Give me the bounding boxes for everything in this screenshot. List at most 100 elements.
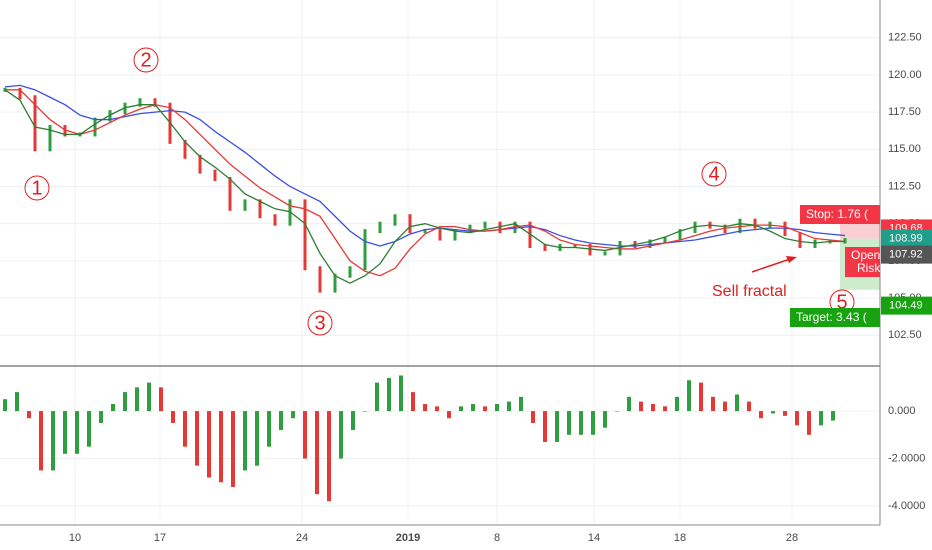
oscillator-bar [315, 411, 319, 495]
oscillator-bar [15, 392, 19, 412]
x-tick-label: 8 [494, 532, 500, 544]
wave-circle [133, 47, 159, 73]
oscillator-bar [819, 411, 823, 426]
wave-circle [24, 175, 50, 201]
oscillator-bar [423, 403, 427, 412]
oscillator-bar [495, 403, 499, 412]
oscillator-bar [447, 411, 451, 419]
oscillator-bar [555, 411, 559, 442]
oscillator-bar [291, 411, 295, 419]
price-bar [93, 117, 97, 137]
oscillator-bar [615, 411, 619, 412]
x-tick-label: 2019 [396, 532, 420, 544]
oscillator-bar [147, 382, 151, 412]
price-bar [273, 214, 277, 226]
oscillator-bar [831, 411, 835, 421]
oscillator-bar [3, 399, 7, 412]
oscillator-bar [603, 411, 607, 428]
arrow-head [786, 256, 797, 263]
moving-average [4, 89, 845, 284]
price-bar [303, 199, 307, 271]
x-tick-label: 14 [588, 532, 600, 544]
oscillator-bar [795, 411, 799, 426]
price-bar [258, 199, 262, 219]
price-tag-label: 107.92 [889, 249, 923, 261]
oscillator-bar [519, 396, 523, 412]
price-bar [753, 218, 757, 229]
price-bar [363, 229, 367, 271]
oscillator-bar [807, 411, 811, 435]
oscillator-bar [483, 406, 487, 412]
price-tag [881, 296, 932, 315]
oscillator-bar [783, 411, 787, 416]
open-label: Open [851, 248, 880, 262]
price-bar [483, 221, 487, 229]
target-label: Target: 3.43 ( [796, 310, 867, 324]
moving-average [5, 89, 846, 277]
oscillator-bar [111, 403, 115, 412]
oscillator-bar [159, 387, 163, 412]
y-tick-label: -2.0000 [888, 452, 925, 464]
y-tick-label: 122.50 [888, 32, 922, 44]
price-bar [423, 229, 427, 234]
price-bar [513, 221, 517, 234]
price-tag-label: 108.99 [889, 233, 923, 245]
price-bar [18, 87, 22, 100]
oscillator-bar [39, 411, 43, 471]
open-risk-box [845, 247, 880, 277]
oscillator-bar [363, 411, 367, 412]
price-bar [648, 239, 652, 248]
oscillator-bar [567, 411, 571, 435]
oscillator-bar [327, 411, 331, 502]
wave-circle [307, 310, 333, 336]
oscillator-bar [759, 411, 763, 419]
wave-label: 1 [31, 177, 42, 199]
y-tick-label: 115.00 [888, 143, 921, 155]
oscillator-bar [375, 382, 379, 412]
oscillator-bar [459, 406, 463, 412]
oscillator-bar [267, 411, 271, 447]
price-bar [663, 236, 667, 244]
price-bar [678, 229, 682, 241]
oscillator-bar [195, 411, 199, 466]
moving-average [4, 84, 846, 247]
price-bar [783, 221, 787, 237]
oscillator-bar [771, 411, 775, 414]
price-bar [453, 229, 457, 241]
oscillator-bar [471, 403, 475, 412]
stop-box [800, 205, 880, 224]
oscillator-bar [651, 403, 655, 412]
oscillator-bar [75, 411, 79, 454]
wave-label: 2 [140, 49, 151, 71]
price-bar [213, 169, 217, 182]
oscillator-bar [411, 392, 415, 412]
oscillator-bar [351, 411, 355, 431]
arrow-shaft [751, 257, 794, 273]
price-bar [33, 95, 37, 152]
oscillator-bar [339, 411, 343, 459]
price-bar [813, 239, 817, 248]
oscillator-bar [87, 411, 91, 447]
y-tick-label: 0.000 [888, 405, 916, 417]
price-bar [843, 238, 847, 244]
oscillator-bar [543, 411, 547, 442]
oscillator-bar [675, 396, 679, 412]
price-bar [378, 221, 382, 234]
oscillator-bar [135, 387, 139, 412]
wave-labels: 1 2 3 4 5 Sell fractal [24, 47, 855, 336]
risk-label: Risk [857, 261, 881, 275]
price-bar [318, 266, 322, 293]
y-tick-label: 112.50 [888, 180, 921, 192]
position-boxes: Stop: 1.76 ( Open Risk Target: 3.43 ( [790, 205, 881, 327]
price-bar [573, 243, 577, 248]
x-tick-label: 28 [786, 532, 798, 544]
oscillator-bar [255, 411, 259, 466]
price-bar [738, 218, 742, 234]
oscillator-bar [735, 394, 739, 412]
oscillator-bar [63, 411, 67, 454]
oscillator-bar [51, 411, 55, 471]
oscillator-bar [207, 411, 211, 478]
y-tick-label: -4.0000 [888, 500, 925, 512]
price-bar [408, 214, 412, 234]
x-tick-label: 18 [674, 532, 686, 544]
